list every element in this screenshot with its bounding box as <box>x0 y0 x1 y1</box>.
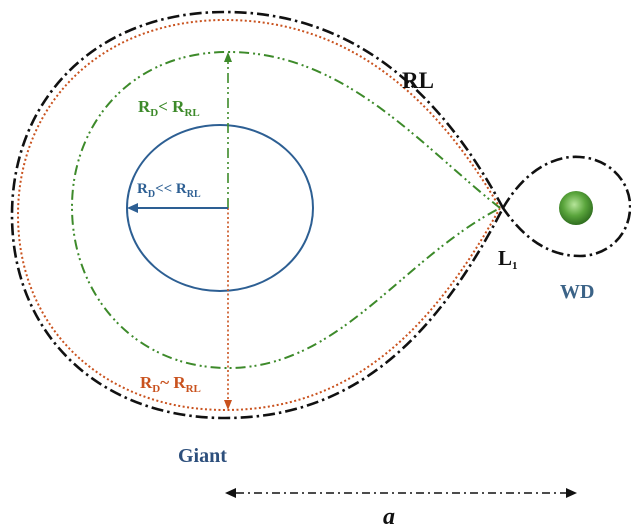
giant-label: Giant <box>178 445 227 467</box>
orange-radius-arrowhead <box>224 400 232 410</box>
green-disk-label: RD< RRL <box>138 97 200 119</box>
orange-disk-label: RD~ RRL <box>140 373 201 395</box>
l1-label: L1 <box>498 246 518 272</box>
separation-arrowhead-left <box>225 488 236 498</box>
green-disk-outline <box>70 50 502 370</box>
blue-radius-arrowhead <box>127 203 138 213</box>
wd-roche-lobe <box>501 155 631 258</box>
wd-label: WD <box>560 281 594 303</box>
rl-label: RL <box>402 68 434 93</box>
separation-arrowhead-right <box>566 488 577 498</box>
white-dwarf-star <box>559 191 593 225</box>
green-radius-arrowhead <box>224 52 232 62</box>
separation-label: a <box>383 504 395 527</box>
giant-roche-lobe <box>10 10 505 420</box>
orange-disk-outline <box>16 18 502 412</box>
blue-disk-label: RD<< RRL <box>137 181 201 200</box>
